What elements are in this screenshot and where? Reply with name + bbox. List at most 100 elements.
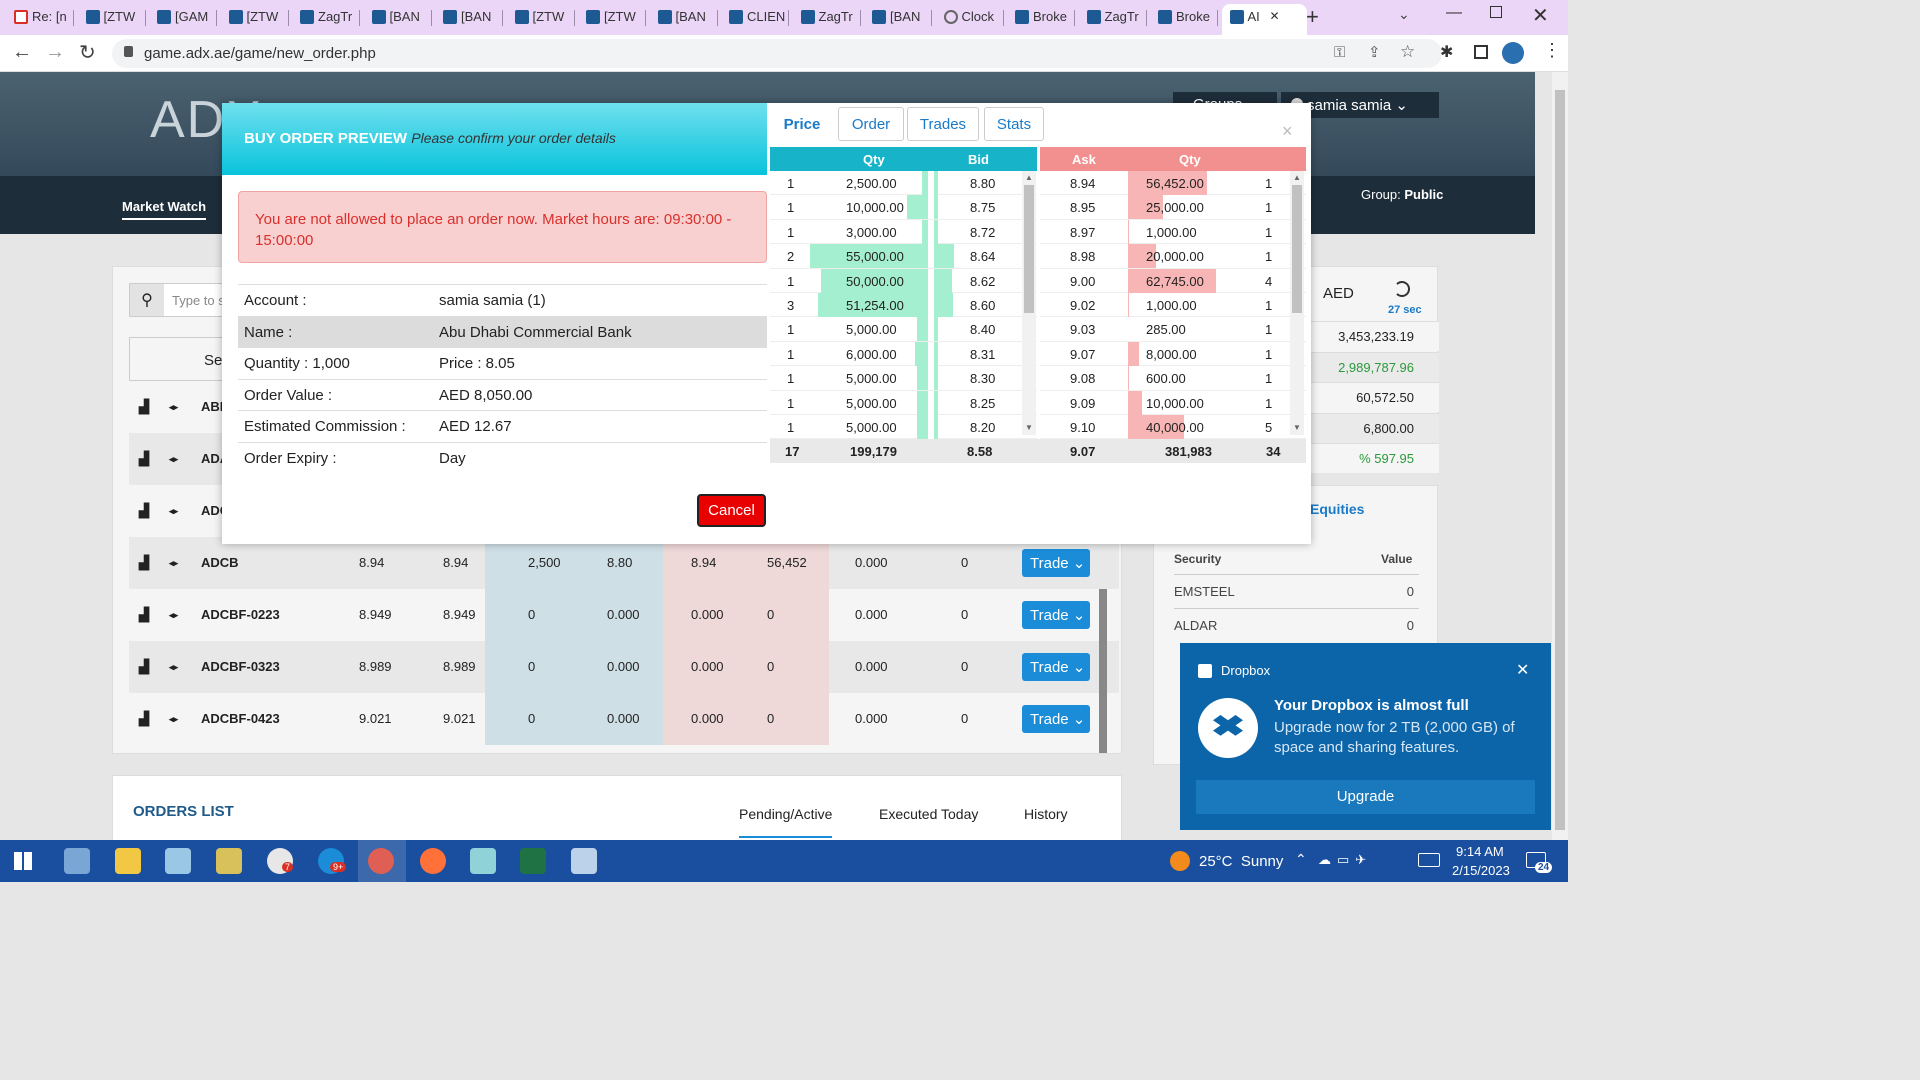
expand-icon[interactable]: ◂▸ (169, 714, 179, 724)
paint-icon[interactable] (165, 848, 191, 874)
ask-row[interactable]: 9.03 285.00 1 (1040, 317, 1306, 342)
bid-row[interactable]: 1 6,000.00 8.31 (770, 341, 1037, 367)
minimize-button[interactable]: — (1446, 4, 1462, 21)
tab-executed-today[interactable]: Executed Today (879, 806, 979, 822)
ask-row[interactable]: 9.02 1,000.00 1 (1040, 293, 1306, 318)
bid-row[interactable]: 1 5,000.00 8.30 (770, 366, 1037, 391)
expand-icon[interactable]: ◂▸ (169, 402, 179, 412)
photos-app-icon[interactable] (216, 848, 242, 874)
bid-row[interactable]: 2 55,000.00 8.64 (770, 244, 1037, 269)
page-scrollbar-track[interactable] (1552, 72, 1568, 840)
table-row[interactable]: ▟ ◂▸ ADCBF-0223 8.949 8.949 0 0.000 0.000 0 0.000… (129, 589, 1119, 641)
scroll-thumb[interactable] (1292, 185, 1302, 313)
key-icon[interactable]: ⚿ (1334, 44, 1346, 61)
ask-row[interactable]: 9.08 600.00 1 (1040, 366, 1306, 391)
nav-market-watch[interactable]: Market Watch (122, 199, 207, 220)
browser-tab[interactable]: Clock (936, 4, 1004, 31)
new-tab-button[interactable]: + (1306, 4, 1319, 29)
tab-search-chevron-icon[interactable]: ⌄ (1398, 6, 1410, 22)
holding-row[interactable]: ALDAR 0 (1174, 608, 1419, 642)
bid-row[interactable]: 3 51,254.00 8.60 (770, 293, 1037, 318)
bid-row[interactable]: 1 10,000.00 8.75 (770, 195, 1037, 220)
expand-icon[interactable]: ◂▸ (169, 610, 179, 620)
browser-tab[interactable]: ZagTr (292, 4, 360, 31)
cancel-button[interactable]: Cancel (697, 494, 766, 527)
search-input[interactable]: Type to se (172, 293, 232, 308)
ask-row[interactable]: 9.07 8,000.00 1 (1040, 341, 1306, 367)
bid-row[interactable]: 1 5,000.00 8.20 (770, 415, 1037, 439)
ask-row[interactable]: 8.95 25,000.00 1 (1040, 195, 1306, 220)
table-row[interactable]: ▟ ◂▸ ADCBF-0423 9.021 9.021 0 0.000 0.000 0 0.000… (129, 693, 1119, 745)
tray-chevron-icon[interactable]: ⌃ (1295, 851, 1307, 867)
bid-row[interactable]: 1 5,000.00 8.25 (770, 390, 1037, 415)
tab-trades[interactable]: Trades (907, 107, 979, 141)
browser-tab[interactable]: [ZTW (78, 4, 146, 31)
expand-icon[interactable]: ◂▸ (169, 558, 179, 568)
chart-icon[interactable]: ▟ (139, 399, 149, 414)
table-row[interactable]: ▟ ◂▸ ADCBF-0323 8.989 8.989 0 0.000 0.000 0 0.000… (129, 641, 1119, 693)
clock-time[interactable]: 9:14 AM (1456, 844, 1504, 859)
browser-tab[interactable]: ZagTr (793, 4, 861, 31)
bid-row[interactable]: 1 5,000.00 8.40 (770, 317, 1037, 342)
clock-date[interactable]: 2/15/2023 (1452, 863, 1510, 878)
ask-scrollbar[interactable]: ▲ ▼ (1290, 171, 1304, 435)
browser-tab[interactable]: [ZTW (507, 4, 575, 31)
back-icon[interactable]: ← (12, 41, 32, 63)
symbol[interactable]: ADCBF-0223 (201, 607, 280, 622)
file-explorer-icon[interactable] (115, 848, 141, 874)
scroll-thumb[interactable] (1024, 185, 1034, 313)
browser-tab[interactable]: Broke (1007, 4, 1075, 31)
trade-button[interactable]: Trade ⌄ (1022, 601, 1090, 629)
ask-row[interactable]: 8.94 56,452.00 1 (1040, 171, 1306, 196)
trade-button[interactable]: Trade ⌄ (1022, 549, 1090, 577)
trade-button[interactable]: Trade ⌄ (1022, 653, 1090, 681)
browser-tab[interactable]: [BAN (864, 4, 932, 31)
forward-icon[interactable]: → (45, 41, 65, 63)
bid-scrollbar[interactable]: ▲ ▼ (1022, 171, 1036, 435)
browser-tab[interactable]: [ZTW (578, 4, 646, 31)
upgrade-button[interactable]: Upgrade (1196, 780, 1535, 814)
reload-icon[interactable]: ↻ (79, 42, 96, 64)
close-window-button[interactable]: ✕ (1532, 5, 1549, 27)
extensions-icon[interactable]: ✱ (1440, 44, 1454, 61)
tab-pending-active[interactable]: Pending/Active (739, 806, 833, 838)
scroll-up-icon[interactable]: ▲ (1025, 173, 1033, 182)
chart-icon[interactable]: ▟ (139, 451, 149, 466)
firefox-icon[interactable] (420, 848, 446, 874)
browser-tab[interactable]: [BAN (650, 4, 718, 31)
chart-icon[interactable]: ▟ (139, 607, 149, 622)
url-field[interactable]: game.adx.ae/game/new_order.php ⚿ ⇪ ☆ (112, 39, 1442, 68)
notes-app-icon[interactable] (470, 848, 496, 874)
scroll-thumb[interactable] (1555, 90, 1565, 830)
ask-row[interactable]: 8.98 20,000.00 1 (1040, 244, 1306, 269)
weather-text[interactable]: 25°C Sunny (1199, 853, 1284, 870)
holding-row[interactable]: EMSTEEL 0 (1174, 574, 1419, 608)
ask-row[interactable]: 9.00 62,745.00 4 (1040, 268, 1306, 293)
weather-widget-icon[interactable] (64, 848, 90, 874)
keyboard-icon[interactable] (1418, 853, 1440, 867)
browser-tab[interactable]: [BAN (435, 4, 503, 31)
expand-icon[interactable]: ◂▸ (169, 662, 179, 672)
ask-row[interactable]: 9.09 10,000.00 1 (1040, 390, 1306, 415)
equities-tab[interactable]: Equities (1310, 501, 1365, 517)
chart-icon[interactable]: ▟ (139, 555, 149, 570)
symbol[interactable]: ADCB (201, 555, 239, 570)
trade-button[interactable]: Trade ⌄ (1022, 705, 1090, 733)
scroll-up-icon[interactable]: ▲ (1293, 173, 1301, 182)
chart-icon[interactable]: ▟ (139, 659, 149, 674)
close-icon[interactable]: ✕ (1516, 662, 1530, 679)
browser-menu-icon[interactable]: ⋮ (1543, 40, 1561, 60)
browser-tab[interactable]: ZagTr (1079, 4, 1147, 31)
restore-button[interactable] (1490, 6, 1502, 18)
expand-icon[interactable]: ◂▸ (169, 506, 179, 516)
browser-tab[interactable]: [BAN (364, 4, 432, 31)
start-icon[interactable] (14, 852, 32, 870)
table-scrollbar[interactable] (1099, 589, 1107, 753)
browser-tab[interactable]: CLIEN (721, 4, 789, 31)
tab-history[interactable]: History (1024, 806, 1068, 822)
tab-order[interactable]: Order (838, 107, 904, 141)
ask-row[interactable]: 9.10 40,000.00 5 (1040, 415, 1306, 439)
bookmark-star-icon[interactable]: ☆ (1400, 42, 1416, 61)
tray-icons[interactable]: ☁▭✈ (1318, 852, 1373, 867)
close-tab-icon[interactable]: ✕ (1269, 9, 1280, 23)
